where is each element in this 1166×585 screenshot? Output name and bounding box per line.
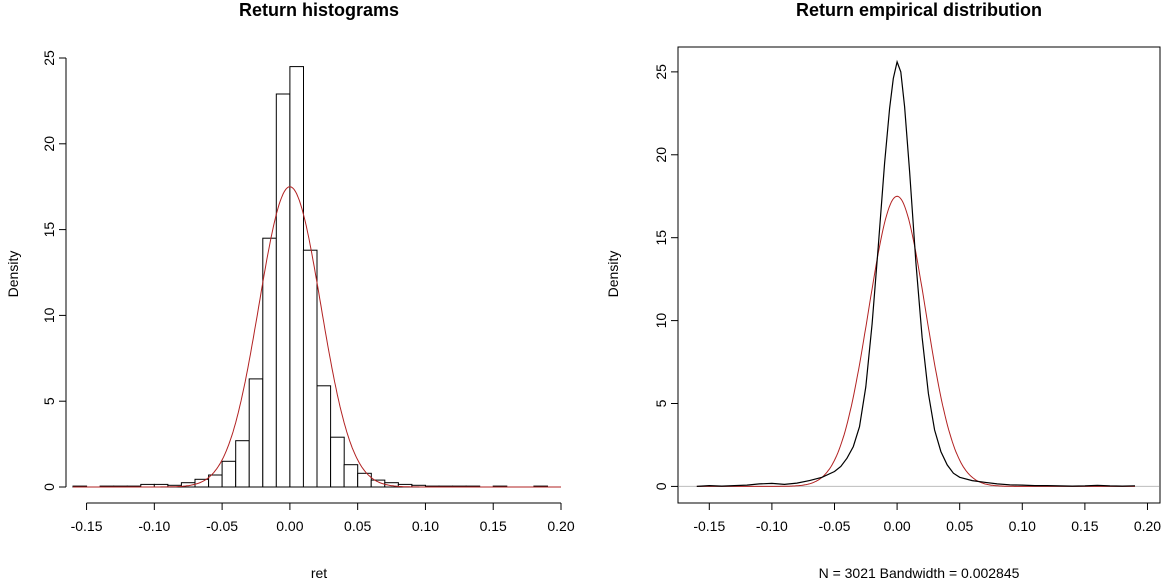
- density-x-tick-label-3: 0.00: [883, 518, 910, 534]
- histogram-y-tick-label-2: 10: [41, 307, 57, 323]
- histogram-bar-17: [302, 249, 318, 488]
- histogram-y-tick-label-1: 5: [41, 397, 57, 405]
- histogram-x-tick-label-6: 0.15: [480, 518, 507, 534]
- density-y-tick-label-0: 0: [653, 482, 669, 490]
- histogram-bar-15: [275, 93, 291, 488]
- density-normal-curve: [696, 195, 1135, 487]
- histogram-y-tick-label-3: 15: [41, 222, 57, 238]
- density-x-tick-label-6: 0.15: [1071, 518, 1098, 534]
- histogram-x-tick-label-2: -0.05: [206, 518, 238, 534]
- density-y-tick-label-3: 15: [653, 230, 669, 246]
- histogram-x-tick-label-0: -0.15: [71, 518, 103, 534]
- histogram-x-axis-label: ret: [311, 565, 327, 581]
- histogram-bar-9: [194, 478, 210, 488]
- density-plot-frame: [677, 46, 1161, 504]
- density-y-tick-label-1: 5: [653, 399, 669, 407]
- histogram-bar-12: [235, 440, 250, 488]
- histogram-bars: [72, 66, 549, 488]
- histogram-x-tick-label-5: 0.10: [412, 518, 439, 534]
- histogram-bar-10: [208, 474, 223, 488]
- histogram-panel: Return histograms ret Density -0.15 -0.10…: [5, 0, 575, 581]
- density-x-tick-label-0: -0.15: [693, 518, 725, 534]
- histogram-y-axis: 0 5 10 15 20 25: [41, 50, 67, 491]
- density-y-axis-label: Density: [605, 251, 621, 298]
- histogram-x-tick-label-3: 0.00: [276, 518, 303, 534]
- density-x-axis: -0.15 -0.10 -0.05 0.00 0.05 0.10 0.15 0.20: [693, 503, 1161, 534]
- density-x-tick-label-7: 0.20: [1134, 518, 1161, 534]
- histogram-y-tick-label-0: 0: [41, 483, 57, 491]
- histogram-bar-13: [248, 378, 264, 488]
- histogram-y-tick-label-5: 25: [41, 50, 57, 66]
- histogram-bar-18: [316, 385, 332, 488]
- density-x-tick-label-2: -0.05: [819, 518, 851, 534]
- histogram-normal-curve: [73, 186, 561, 488]
- histogram-title: Return histograms: [239, 0, 399, 20]
- histogram-bar-19: [330, 436, 345, 488]
- histogram-normal-curve-group: [73, 186, 561, 488]
- density-y-tick-label-4: 20: [653, 147, 669, 163]
- density-title: Return empirical distribution: [796, 0, 1042, 20]
- histogram-bar-14: [262, 237, 277, 488]
- histogram-bar-11: [221, 460, 237, 488]
- histogram-bar-16: [289, 66, 304, 488]
- histogram-x-axis: -0.15 -0.10 -0.05 0.00 0.05 0.10 0.15 0.20: [71, 502, 575, 534]
- density-x-axis-label: N = 3021 Bandwidth = 0.002845: [819, 565, 1020, 581]
- histogram-x-tick-label-4: 0.05: [344, 518, 371, 534]
- histogram-x-tick-label-1: -0.10: [138, 518, 170, 534]
- density-y-axis: 0 5 10 15 20 25: [653, 64, 678, 490]
- histogram-y-axis-label: Density: [5, 251, 21, 298]
- density-panel: Return empirical distribution N = 3021 B…: [605, 0, 1161, 581]
- density-x-tick-label-5: 0.10: [1009, 518, 1036, 534]
- histogram-y-tick-label-4: 20: [41, 136, 57, 152]
- density-x-tick-label-4: 0.05: [946, 518, 973, 534]
- density-y-tick-label-5: 25: [653, 64, 669, 80]
- density-x-tick-label-1: -0.10: [756, 518, 788, 534]
- histogram-x-tick-label-7: 0.20: [547, 518, 574, 534]
- density-y-tick-label-2: 10: [653, 313, 669, 329]
- density-curves: [696, 59, 1136, 487]
- histogram-bar-20: [343, 464, 359, 488]
- density-empirical-curve: [696, 59, 1136, 487]
